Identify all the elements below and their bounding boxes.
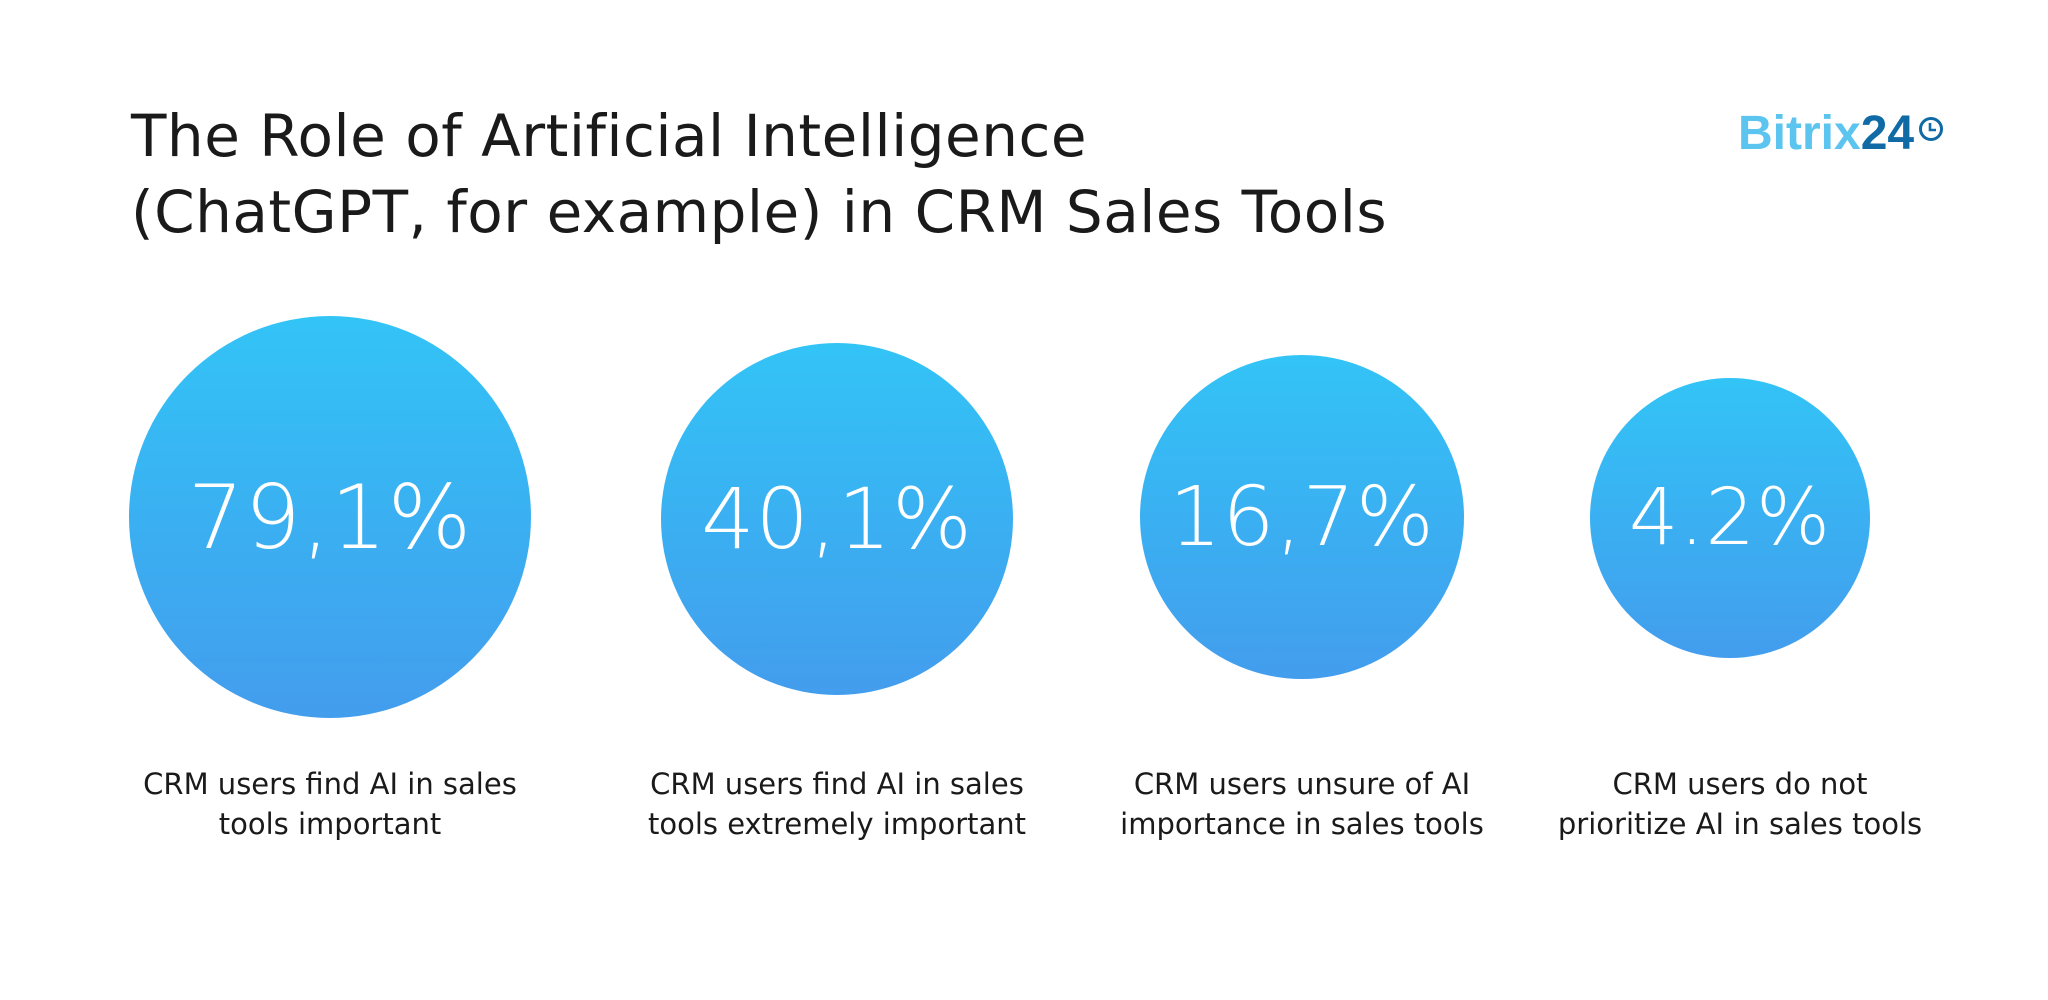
bubble-value: 40,1% xyxy=(701,470,973,568)
title-line-2: (ChatGPT, for example) in CRM Sales Tool… xyxy=(131,178,1388,246)
bubble-label: CRM users do not prioritize AI in sales … xyxy=(1557,767,1923,841)
logo-number: 24 xyxy=(1860,107,1915,160)
bitrix24-logo: Bitrix 24 xyxy=(1738,106,1944,162)
clock-icon xyxy=(1919,117,1944,141)
bubble-value: 79,1% xyxy=(187,465,473,569)
bubble-value: 16,7% xyxy=(1169,469,1435,565)
bubble-label: CRM users find AI in sales tools extreme… xyxy=(647,767,1027,841)
bubble-value: 4.2% xyxy=(1628,473,1832,563)
title-line-1: The Role of Artificial Intelligence xyxy=(131,102,1088,170)
chart-title: The Role of Artificial Intelligence (Cha… xyxy=(131,98,1387,250)
bubble-3: 16,7% xyxy=(1140,355,1464,679)
bubble-4: 4.2% xyxy=(1590,378,1870,658)
bubble-label: CRM users find AI in sales tools importa… xyxy=(143,767,517,841)
bubble-2: 40,1% xyxy=(661,343,1013,695)
bubble-label: CRM users unsure of AI importance in sal… xyxy=(1120,767,1484,841)
logo-text: Bitrix xyxy=(1738,107,1861,160)
bubble-1: 79,1% xyxy=(129,316,531,718)
